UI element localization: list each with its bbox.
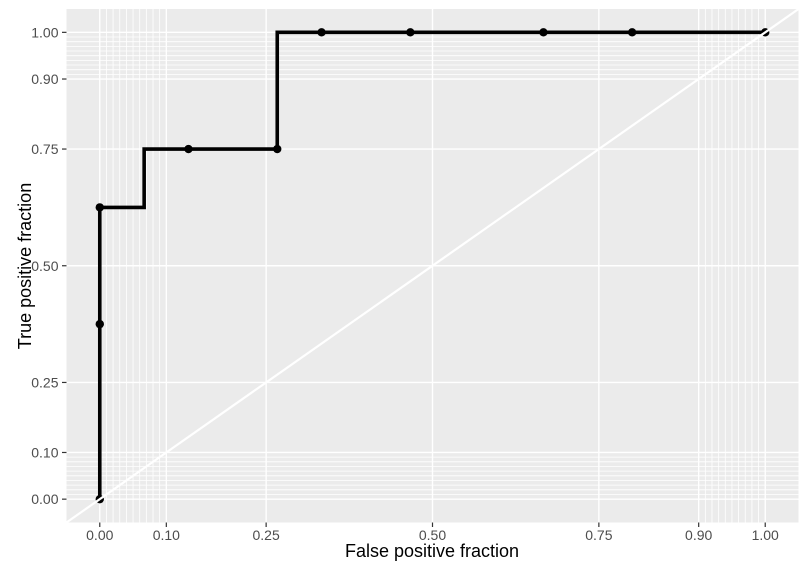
roc-cutoff-point bbox=[184, 144, 193, 154]
x-axis-tick-label: 0.10 bbox=[153, 527, 180, 543]
chance-diagonal-line bbox=[65, 8, 800, 524]
y-axis-tick-label: 0.90 bbox=[31, 71, 58, 87]
roc-cutoff-point bbox=[539, 28, 548, 37]
roc-cutoff-point bbox=[95, 203, 104, 212]
y-axis-tick-label: 1.00 bbox=[31, 24, 58, 40]
x-axis-tick-label: 0.25 bbox=[253, 527, 280, 543]
roc-cutoff-point bbox=[406, 28, 415, 37]
y-axis-tick-label: 0.50 bbox=[31, 258, 58, 274]
y-axis-tick-label: 0.00 bbox=[31, 491, 58, 507]
roc-cutoff-point bbox=[95, 319, 104, 329]
y-axis-title: True positive fraction bbox=[15, 182, 35, 350]
y-axis-tick-label: 0.75 bbox=[31, 141, 58, 157]
roc-cutoff-point bbox=[273, 144, 282, 154]
x-axis-tick-label: 0.00 bbox=[86, 527, 113, 543]
roc-cutoff-point bbox=[317, 28, 326, 37]
x-axis-tick-label: 0.75 bbox=[585, 527, 612, 543]
x-axis-tick-label: 1.00 bbox=[752, 527, 779, 543]
x-axis-tick-label: 0.50 bbox=[419, 527, 446, 543]
x-axis-title: False positive fraction bbox=[344, 541, 520, 561]
roc-cutoff-point bbox=[627, 28, 637, 37]
x-axis-tick-label: 0.90 bbox=[685, 527, 712, 543]
y-axis-tick-label: 0.10 bbox=[31, 444, 58, 460]
y-axis-tick-label: 0.25 bbox=[31, 374, 58, 390]
